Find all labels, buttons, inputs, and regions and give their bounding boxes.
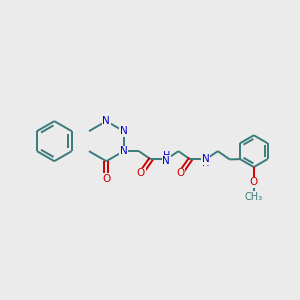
Text: H: H — [202, 158, 210, 168]
Text: N: N — [162, 156, 170, 166]
Text: O: O — [137, 168, 145, 178]
Text: H: H — [163, 151, 170, 161]
Text: N: N — [120, 126, 128, 136]
Text: CH₃: CH₃ — [245, 191, 263, 202]
Text: O: O — [250, 177, 258, 188]
Text: N: N — [120, 146, 128, 156]
Text: N: N — [202, 154, 209, 164]
Text: N: N — [102, 116, 110, 126]
Text: O: O — [102, 174, 110, 184]
Text: O: O — [176, 168, 184, 178]
